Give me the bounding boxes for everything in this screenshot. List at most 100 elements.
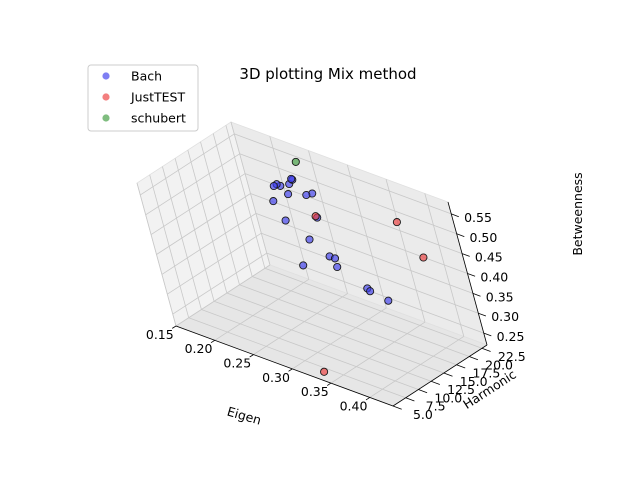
- z-axis-line: [447, 201, 488, 346]
- y-tick-label: 20.0: [485, 357, 513, 372]
- z-tick-mark: [483, 332, 492, 337]
- legend-label-justtest: JustTEST: [130, 90, 185, 105]
- chart-gridlines: [136, 121, 484, 407]
- legend-marker-justtest: [102, 93, 110, 101]
- bach-point: [299, 261, 308, 270]
- y-tick-mark: [418, 389, 428, 394]
- chart-points: [269, 157, 428, 376]
- y-tick-mark: [481, 347, 491, 352]
- z-tick-mark: [451, 213, 459, 218]
- y-gridline-floor: [239, 284, 457, 366]
- z-tick-label: 0.35: [486, 289, 514, 304]
- legend-marker-bach: [102, 72, 110, 80]
- justtest-point: [311, 212, 320, 221]
- x-gridline-floor: [175, 264, 271, 327]
- y-gridline-floor: [252, 276, 470, 357]
- y-tick-mark: [443, 372, 453, 377]
- x-tick-label: 0.20: [185, 341, 213, 356]
- y-tick-label: 17.5: [472, 366, 500, 381]
- x-tick-mark: [365, 397, 371, 401]
- z-gridline-left: [167, 232, 262, 295]
- y-gridline-floor: [213, 300, 432, 382]
- z-gridline-left: [140, 133, 235, 196]
- x-tick-mark: [171, 325, 177, 329]
- z-tick-label: 0.25: [497, 329, 525, 344]
- x-tick-mark: [288, 368, 293, 372]
- x-tick-label: 0.35: [301, 384, 329, 399]
- y-tick-mark: [430, 380, 440, 385]
- z-tick-mark: [461, 253, 470, 257]
- x-axis-line: [175, 325, 394, 407]
- x-tick-label: 0.15: [146, 327, 174, 342]
- x-axis-label: Eigen: [225, 404, 263, 428]
- z-gridline-left: [150, 173, 246, 235]
- bach-point: [281, 216, 290, 225]
- x-gridline-floor: [330, 321, 426, 384]
- y-gridline-floor: [264, 267, 483, 349]
- z-tick-mark: [467, 273, 476, 277]
- z-tick-mark: [472, 293, 481, 297]
- y-tick-mark: [392, 405, 402, 410]
- z-gridline-back: [255, 213, 474, 294]
- justtest-point: [320, 367, 329, 376]
- bach-point: [269, 181, 278, 191]
- legend-box: [87, 64, 199, 132]
- y-tick-label: 5.0: [413, 407, 433, 422]
- z-gridline-back: [234, 133, 452, 215]
- y-tick-label: 10.0: [434, 390, 462, 405]
- x-tick-mark: [210, 339, 216, 344]
- y-tick-mark: [456, 364, 466, 369]
- bach-point: [330, 254, 340, 263]
- z-tick-label: 0.50: [470, 230, 498, 245]
- justtest-point: [419, 253, 428, 262]
- z-gridline-back: [261, 232, 479, 314]
- z-tick-mark: [478, 312, 487, 317]
- y-gridline-floor: [226, 292, 444, 374]
- y-tick-label: 15.0: [460, 374, 488, 389]
- legend-label-bach: Bach: [131, 69, 162, 84]
- bach-point: [284, 190, 293, 199]
- y-tick-label: 12.5: [447, 382, 475, 397]
- z-gridline-left: [172, 252, 268, 315]
- x-tick-label: 0.25: [223, 356, 251, 371]
- z-gridline-left: [156, 193, 251, 255]
- x-gridline-floor: [369, 336, 465, 398]
- z-axis-label: Betweenness: [570, 172, 585, 255]
- z-tick-label: 0.45: [475, 250, 503, 265]
- x-gridline-floor: [214, 278, 310, 341]
- z-gridline-back: [239, 153, 457, 235]
- justtest-point: [392, 218, 401, 227]
- bach-point: [287, 174, 296, 183]
- bach-point: [302, 190, 311, 200]
- y-tick-mark: [469, 356, 479, 361]
- schubert-point: [291, 157, 300, 166]
- y-gridline-floor: [188, 317, 406, 399]
- chart-title: 3D plotting Mix method: [239, 65, 416, 83]
- bach-point: [269, 197, 278, 206]
- z-tick-label: 0.55: [464, 210, 492, 225]
- x-tick-mark: [326, 382, 332, 386]
- x-tick-label: 0.30: [262, 370, 290, 385]
- x-gridline-floor: [292, 307, 387, 370]
- y-tick-mark: [405, 397, 415, 402]
- z-gridline-left: [145, 153, 240, 216]
- legend-marker-schubert: [102, 114, 110, 122]
- y-tick-label: 22.5: [498, 349, 526, 364]
- x-gridline-floor: [253, 293, 348, 355]
- y-axis-line: [392, 344, 488, 407]
- legend: Bach JustTEST schubert: [87, 64, 199, 132]
- z-tick-label: 0.30: [491, 309, 519, 324]
- bach-point: [333, 262, 342, 272]
- bach-point: [366, 287, 375, 296]
- y-gridline-floor: [201, 309, 419, 390]
- z-tick-label: 0.40: [480, 270, 508, 285]
- z-tick-mark: [456, 233, 465, 237]
- z-gridline-left: [161, 213, 257, 275]
- x-tick-label: 0.40: [340, 398, 368, 413]
- y-tick-label: 7.5: [426, 399, 446, 414]
- bach-point: [384, 296, 393, 305]
- legend-label-schubert: schubert: [131, 111, 186, 126]
- x-tick-mark: [249, 354, 254, 358]
- bach-point: [305, 235, 314, 244]
